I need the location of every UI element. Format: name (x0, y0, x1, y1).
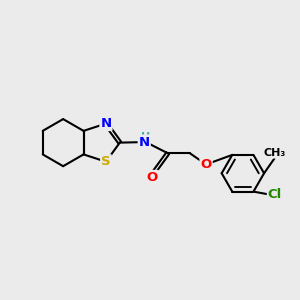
Text: H: H (141, 132, 150, 142)
Text: O: O (200, 158, 212, 171)
Text: N: N (139, 136, 150, 148)
Text: O: O (147, 171, 158, 184)
Text: Cl: Cl (268, 188, 282, 201)
Text: S: S (101, 155, 111, 168)
Text: N: N (100, 117, 112, 130)
Text: CH₃: CH₃ (263, 148, 286, 158)
